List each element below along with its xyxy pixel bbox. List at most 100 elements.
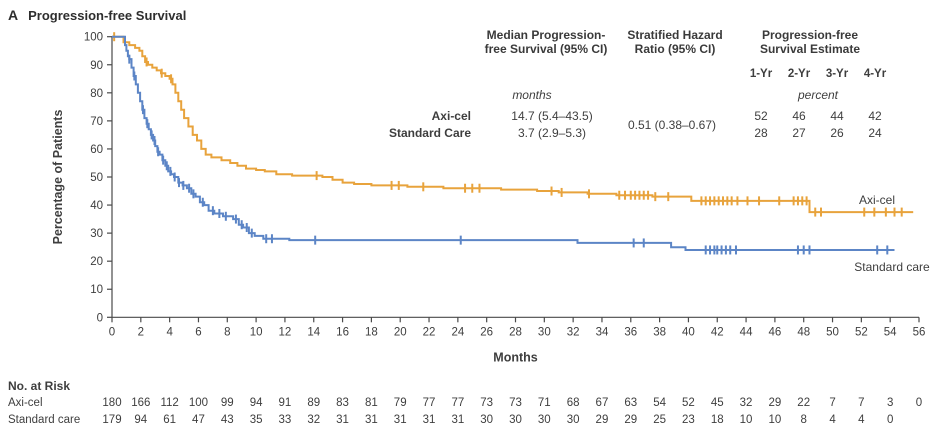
x-tick-label: 54 <box>884 326 897 338</box>
median-pfs-standard-care: 3.7 (2.9–5.3) <box>517 126 587 140</box>
at-risk-value: 29 <box>624 414 638 426</box>
y-tick-label: 40 <box>90 200 103 212</box>
at-risk-value: 30 <box>509 414 522 426</box>
at-risk-value: 179 <box>102 414 122 426</box>
at-risk-value: 68 <box>566 397 580 409</box>
estimates-standard-care: 28 27 26 24 <box>754 126 882 140</box>
at-risk-value: 7 <box>858 397 865 409</box>
at-risk-value: 23 <box>682 414 695 426</box>
months-unit-label: months <box>512 88 552 102</box>
x-tick-label: 26 <box>480 326 493 338</box>
at-risk-value: 22 <box>797 397 811 409</box>
percent-unit-label: percent <box>797 88 839 102</box>
at-risk-value: 67 <box>595 397 609 409</box>
x-tick-label: 10 <box>250 326 263 338</box>
at-risk-value: 61 <box>163 414 177 426</box>
x-tick-label: 32 <box>567 326 580 338</box>
x-axis-title: Months <box>493 350 537 364</box>
panel-title-text: Progression-free Survival <box>28 8 187 23</box>
x-tick-label: 24 <box>451 326 464 338</box>
at-risk-value: 31 <box>393 414 407 426</box>
at-risk-value: 54 <box>653 397 666 409</box>
year-column-labels: 1-Yr 2-Yr 3-Yr 4-Yr <box>749 68 887 80</box>
at-risk-value: 81 <box>364 397 378 409</box>
x-tick-label: 42 <box>711 326 724 338</box>
at-risk-value: 29 <box>768 397 782 409</box>
x-tick-label: 46 <box>768 326 781 338</box>
y-tick-label: 30 <box>90 228 103 240</box>
at-risk-value: 7 <box>829 397 836 409</box>
at-risk-value: 31 <box>364 414 378 426</box>
at-risk-value: 45 <box>710 397 724 409</box>
at-risk-value: 10 <box>768 414 782 426</box>
at-risk-value: 30 <box>537 414 551 426</box>
estimates-axi-cel: 52 46 44 42 <box>754 109 882 123</box>
y-tick-label: 50 <box>90 172 103 184</box>
at-risk-value: 31 <box>336 414 349 426</box>
at-risk-value: 4 <box>829 414 836 426</box>
at-risk-value: 32 <box>739 397 753 409</box>
median-pfs-header: Median Progression- free Survival (95% C… <box>484 28 608 56</box>
y-tick-label: 70 <box>90 116 103 128</box>
at-risk-value: 25 <box>653 414 666 426</box>
x-tick-label: 0 <box>109 326 115 338</box>
x-tick-label: 14 <box>307 326 320 338</box>
stats-row-label-standard-care: Standard Care <box>388 126 471 140</box>
at-risk-value: 77 <box>451 397 465 409</box>
x-tick-label: 8 <box>224 326 230 338</box>
x-tick-label: 12 <box>279 326 292 338</box>
at-risk-value: 112 <box>160 397 179 409</box>
panel-letter: A <box>8 7 19 23</box>
at-risk-value: 10 <box>739 414 753 426</box>
at-risk-value: 63 <box>624 397 638 409</box>
at-risk-value: 180 <box>102 397 122 409</box>
stats-row-label-axi-cel: Axi-cel <box>431 109 471 123</box>
x-tick-label: 38 <box>653 326 666 338</box>
at-risk-value: 30 <box>566 414 580 426</box>
y-tick-label: 0 <box>97 312 103 324</box>
x-tick-label: 22 <box>423 326 436 338</box>
at-risk-value: 91 <box>278 397 292 409</box>
x-tick-label: 50 <box>826 326 839 338</box>
at-risk-value: 35 <box>249 414 263 426</box>
x-tick-label: 18 <box>365 326 378 338</box>
at-risk-header: No. at Risk <box>8 379 71 393</box>
at-risk-value: 77 <box>422 397 436 409</box>
standard-care-censor-ticks <box>128 54 889 255</box>
x-tick-label: 40 <box>682 326 695 338</box>
y-tick-label: 90 <box>90 60 103 72</box>
standard-care-series: Standard care <box>112 35 930 274</box>
at-risk-value: 73 <box>480 397 494 409</box>
at-risk-value: 89 <box>307 397 321 409</box>
at-risk-row-label-axi-cel: Axi-cel <box>8 397 43 409</box>
at-risk-value: 0 <box>886 414 894 426</box>
at-risk-value: 0 <box>915 397 923 409</box>
at-risk-value: 3 <box>886 397 894 409</box>
at-risk-value: 99 <box>220 397 234 409</box>
at-risk-value: 32 <box>307 414 321 426</box>
x-tick-label: 16 <box>336 326 349 338</box>
x-tick-label: 36 <box>624 326 637 338</box>
x-tick-label: 56 <box>913 326 926 338</box>
y-tick-label: 80 <box>90 88 103 100</box>
x-tick-label: 28 <box>509 326 522 338</box>
at-risk-value: 166 <box>131 397 151 409</box>
x-tick-label: 6 <box>195 326 201 338</box>
x-tick-label: 34 <box>596 326 609 338</box>
hazard-ratio-value: 0.51 (0.38–0.67) <box>627 118 717 132</box>
at-risk-value: 31 <box>422 414 436 426</box>
y-axis-title: Percentage of Patients <box>51 110 65 245</box>
at-risk-value: 52 <box>682 397 695 409</box>
at-risk-value: 94 <box>134 414 148 426</box>
panel-title: A Progression-free Survival <box>8 7 186 23</box>
y-tick-label: 100 <box>84 32 103 44</box>
pfs-estimate-header: Progression-free Survival Estimate <box>759 28 861 56</box>
axi-cel-series: Axi-cel <box>112 32 914 217</box>
at-risk-row-label-standard-care: Standard care <box>8 414 81 426</box>
x-tick-label: 30 <box>538 326 551 338</box>
at-risk-value: 47 <box>192 414 205 426</box>
x-tick-label: 44 <box>740 326 753 338</box>
